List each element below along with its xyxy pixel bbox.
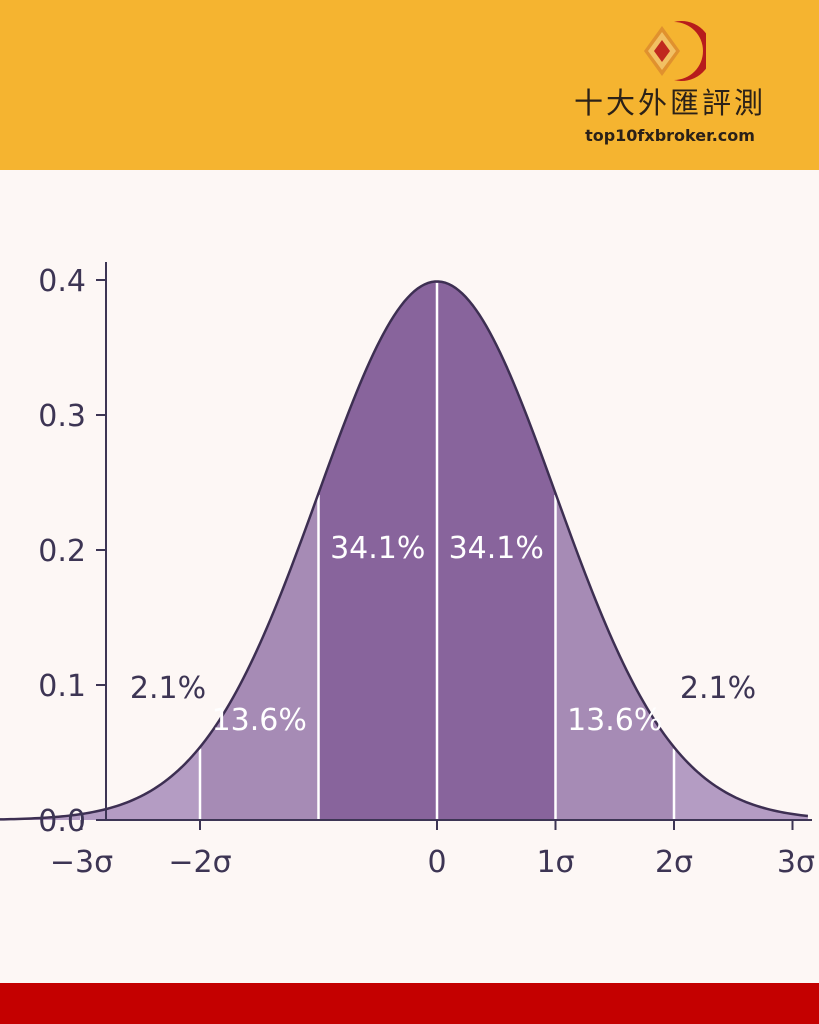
segment-percent-label: 2.1%: [130, 671, 206, 706]
axes-layer: 0.0 0.1 0.2 0.3 0.4 −3σ −2σ 0 1σ 2σ 3σ: [38, 262, 815, 880]
x-tick-label: −3σ: [50, 845, 113, 880]
segment-percent-label: 2.1%: [680, 671, 756, 706]
area-band: [0, 814, 82, 820]
y-tick-label: 0.3: [38, 399, 86, 434]
area-band: [674, 747, 793, 820]
segment-labels-layer: 2.1%13.6%34.1% 34.1%13.6%2.1%: [130, 531, 756, 738]
x-tick-label: 3σ: [777, 845, 815, 880]
y-tick-label: 0.1: [38, 669, 86, 704]
header-band: [0, 0, 819, 170]
dividers-layer: [80, 282, 676, 820]
brand-url: top10fxbroker.com: [585, 126, 755, 145]
segment-percent-label: 34.1%: [330, 531, 425, 566]
segment-percent-label: 34.1%: [449, 531, 544, 566]
y-tick-label: 0.4: [38, 264, 86, 299]
normal-distribution-chart: 0.00.10.20.30.4−3σ −2σ 0 1σ 2σ 3σ 2.1%13.6%34…: [0, 262, 815, 880]
x-tick-label: 0: [427, 845, 446, 880]
density-curve: [0, 280, 809, 821]
segment-percent-label: 13.6%: [212, 703, 307, 738]
y-tick-label: 0.2: [38, 534, 86, 569]
x-tick-label: 2σ: [655, 845, 693, 880]
y-tick-label: 0.0: [38, 804, 86, 839]
x-tick-label: −2σ: [168, 845, 231, 880]
segment-percent-label: 13.6%: [567, 703, 662, 738]
brand-name: 十大外匯評測: [573, 86, 766, 120]
diamond-crescent-logo-icon: [644, 21, 706, 81]
x-tick-label: 1σ: [536, 845, 574, 880]
area-band: [81, 747, 200, 820]
footer-band: [0, 983, 819, 1024]
